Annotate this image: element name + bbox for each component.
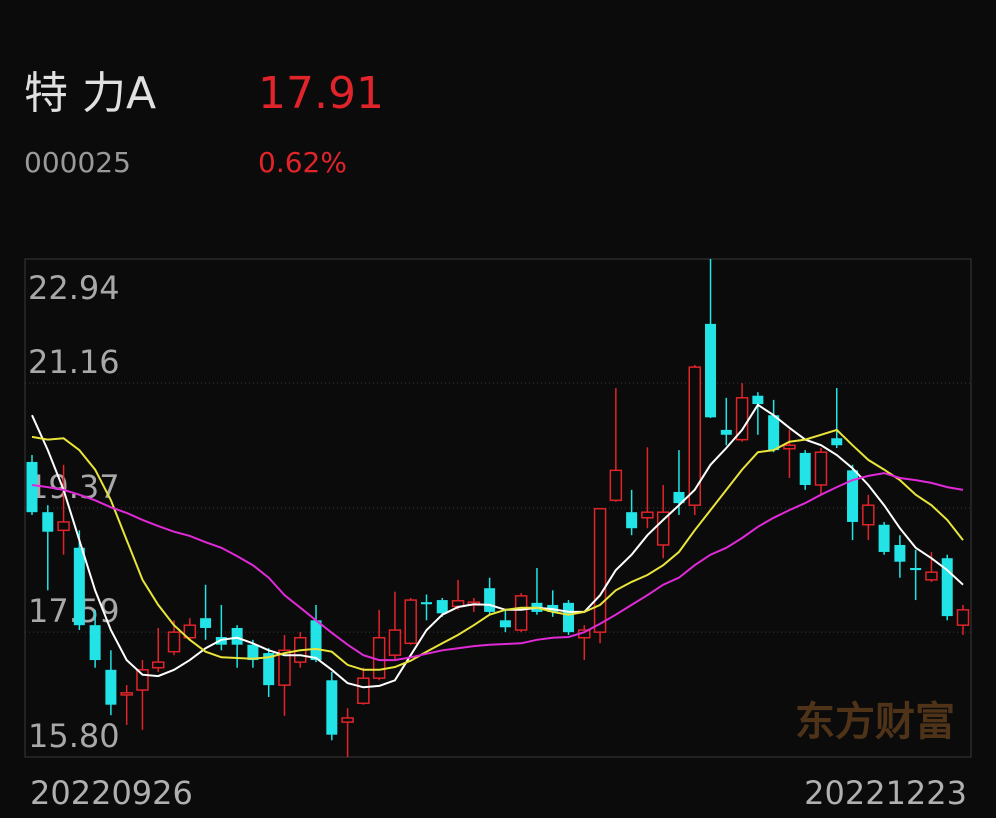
stock-name: 特 力A: [24, 68, 156, 119]
candle-body: [831, 438, 843, 446]
candle-body: [278, 649, 291, 686]
candle-body: [263, 653, 275, 686]
candle-body: [563, 602, 575, 633]
candle-body: [105, 669, 117, 705]
candle-body: [231, 627, 243, 645]
candle-body: [593, 507, 607, 633]
candle-body: [200, 618, 212, 628]
watermark: 东方财富: [795, 699, 955, 745]
candle-body: [89, 625, 101, 661]
y-tick-label: 22.94: [28, 269, 120, 307]
candle-body: [514, 595, 528, 631]
candle-body: [768, 415, 780, 451]
candle-body: [183, 624, 197, 639]
candle-body: [73, 547, 85, 626]
candle-body: [42, 512, 54, 532]
candle-body: [167, 631, 181, 653]
candle-body: [910, 567, 922, 571]
candle-body: [136, 669, 149, 691]
candle-body: [720, 429, 732, 435]
candle-body: [941, 558, 953, 617]
candle-body: [310, 620, 322, 661]
candle-body: [735, 397, 749, 441]
candle-body: [499, 620, 511, 628]
x-end-label: 20221223: [804, 774, 967, 812]
candle-body: [956, 609, 970, 626]
candle-body: [26, 461, 38, 513]
candle-body: [656, 511, 670, 546]
candle-body: [752, 395, 764, 405]
candle-body: [925, 571, 938, 581]
candle-body: [357, 677, 370, 705]
stock-code: 000025: [24, 146, 131, 179]
candle-body: [404, 599, 417, 645]
candle-body: [814, 451, 828, 486]
candle-body: [894, 544, 906, 562]
candle-body: [799, 452, 811, 485]
candle-body: [420, 602, 432, 605]
candle-body: [151, 661, 165, 669]
candle-body: [388, 629, 402, 656]
candle-body: [326, 680, 338, 735]
candle-body: [705, 323, 717, 418]
candle-body: [609, 469, 623, 502]
candle-body: [436, 600, 448, 614]
candle-body: [847, 470, 859, 522]
candle-body: [878, 524, 890, 552]
candle-body: [247, 644, 259, 661]
candle-body: [484, 588, 496, 612]
y-tick-label: 17.59: [28, 592, 120, 630]
candle-body: [641, 511, 654, 519]
candle-body: [862, 504, 875, 526]
y-tick-label: 15.80: [28, 717, 120, 755]
candle-body: [341, 717, 354, 723]
x-start-label: 20220926: [30, 774, 193, 812]
candle-body: [626, 512, 638, 529]
candle-body: [688, 366, 701, 506]
price-change: 0.62%: [258, 146, 347, 179]
moving-average-line: [31, 403, 964, 689]
stock-price: 17.91: [258, 68, 384, 119]
moving-average-line: [31, 472, 964, 662]
candle-body: [57, 521, 70, 532]
y-tick-label: 21.16: [28, 343, 120, 381]
candle-body: [783, 444, 796, 450]
candle-body: [673, 491, 685, 504]
moving-average-line: [31, 428, 964, 671]
candle-body: [120, 692, 133, 696]
